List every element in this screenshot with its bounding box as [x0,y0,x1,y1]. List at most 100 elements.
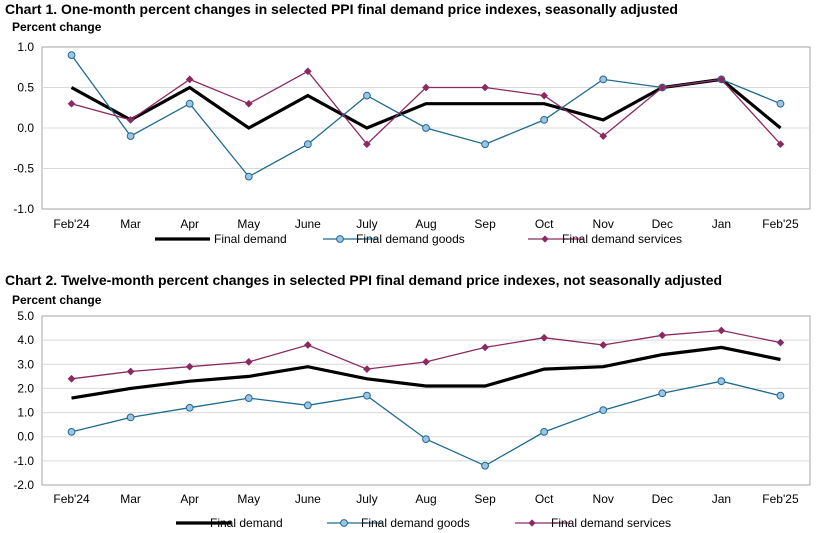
chart2-goods-point [658,389,667,398]
chart1-goods-point [244,172,253,181]
chart2-goods-point [540,427,549,436]
chart1-services-point [362,140,371,149]
chart2-goods-point [185,403,194,412]
chart2-y-tick-label: -2.0 [13,478,34,492]
chart2-x-tick-label: Sep [474,492,496,506]
chart1-x-tick-label: May [237,217,260,231]
chart1-series-line-3 [71,70,781,146]
chart1-services-point [303,67,312,76]
chart2-goods-point [67,427,76,436]
chart2-legend-label-1: Final demand [210,516,283,530]
chart1-y-tick-label: 1.0 [17,40,34,54]
chart2-x-tick-label: Oct [535,492,554,506]
chart1-services-point [185,75,194,84]
chart2-y-tick-label: 0.0 [17,430,34,444]
chart1-legend-label-3: Final demand services [562,232,682,246]
chart1-legend-marker-goods [336,235,344,243]
chart2-goods-point [303,401,312,410]
chart1-services-point [244,99,253,108]
chart2-y-tick-label: 1.0 [17,406,34,420]
chart1-goods-point [481,140,489,149]
chart2-legend-marker-services [528,519,536,527]
chart2-plot-area [41,315,811,486]
chart1-services-point [422,83,430,92]
chart1-legend-marker-services [541,235,549,243]
chart2-legend-label-2: Final demand goods [361,516,470,530]
chart1-goods-point [776,99,785,108]
chart1-x-tick-label: Dec [652,217,673,231]
chart2-services-point [540,333,549,342]
chart2-title: Chart 2. Twelve-month percent changes in… [5,272,723,288]
chart2-goods-point [126,413,135,422]
chart1-x-tick-label: Oct [535,217,554,231]
chart2-x-tick-label: Feb'24 [53,492,90,506]
chart2-goods-point [363,391,371,400]
chart2-y-tick-label: 4.0 [17,333,34,347]
chart1-goods-point [67,51,76,59]
chart1-y-tick-label: 0.0 [17,121,34,135]
chart1-y-tick-label: -1.0 [13,202,34,216]
chart1-goods-point [540,116,549,124]
chart1-goods-point [599,75,608,84]
chart2-services-point [362,365,371,374]
chart2-x-tick-label: Aug [415,492,436,506]
chart2-goods-point [776,391,785,400]
chart2-x-tick-label: Apr [180,492,199,506]
chart2-services-point [599,341,608,349]
chart1-services-point [776,140,785,149]
chart1-goods-point [303,140,312,149]
chart2-y-tick-label: 5.0 [17,309,34,323]
chart2-services-point [244,357,253,366]
chart2-x-tick-label: Feb'25 [762,492,799,506]
chart2-services-point [776,338,785,347]
chart1-services-point [481,83,490,92]
chart2-goods-point [244,394,253,402]
chart1-x-tick-label: Jan [712,217,731,231]
chart2-x-tick-label: July [356,492,377,506]
chart1-services-point [599,132,608,141]
chart2-x-tick-label: Dec [652,492,673,506]
chart2-x-tick-label: May [237,492,260,506]
chart1-x-tick-label: Sep [474,217,496,231]
chart2-services-point [126,367,135,376]
chart2-services-point [303,341,312,349]
chart2-services-point [481,343,490,352]
chart2-services-point [67,374,76,383]
chart2-series-line-2 [71,380,781,467]
chart2-y-tick-label: 2.0 [17,381,34,395]
chart2-goods-point [481,461,489,470]
chart1-legend-label-2: Final demand goods [356,232,465,246]
chart1-goods-point [126,132,135,141]
chart1-services-point [658,83,667,92]
chart2-goods-point [599,406,608,415]
chart2-x-tick-label: Mar [120,492,141,506]
chart2-legend-marker-goods [340,519,348,527]
chart1-x-tick-label: Mar [120,217,141,231]
chart2-y-tick-label: -1.0 [13,454,34,468]
chart1-x-tick-label: June [295,217,321,231]
chart1-goods-point [185,99,194,108]
chart1-title: Chart 1. One-month percent changes in se… [5,1,678,17]
chart1-y-tick-label: -0.5 [13,162,34,176]
chart2-goods-point [717,377,726,386]
chart1-goods-point [363,91,371,100]
chart2-x-tick-label: Nov [593,492,614,506]
chart1-services-point [67,99,76,108]
chart2-x-tick-label: June [295,492,321,506]
chart1-x-tick-label: Feb'24 [53,217,90,231]
chart2-services-point [422,357,430,366]
chart2-goods-point [422,435,430,444]
chart1-x-tick-label: July [356,217,377,231]
chart1-x-tick-label: Aug [415,217,436,231]
chart2-services-point [658,331,667,340]
chart1-services-point [540,91,549,100]
chart2-y-axis-title: Percent change [12,293,102,307]
chart1-x-tick-label: Nov [593,217,614,231]
chart1-series-line-2 [70,54,781,178]
chart1-services-point [717,75,726,84]
chart2-services-point [185,362,194,371]
chart1-legend-label-1: Final demand [214,232,287,246]
chart1-services-point [126,115,135,124]
chart2-services-point [717,326,726,335]
